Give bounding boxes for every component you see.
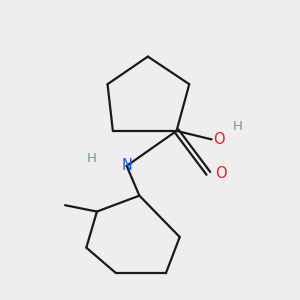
Text: O: O — [215, 166, 226, 181]
Text: H: H — [233, 120, 243, 133]
Text: H: H — [87, 152, 97, 165]
Text: N: N — [121, 158, 132, 173]
Text: O: O — [213, 132, 224, 147]
